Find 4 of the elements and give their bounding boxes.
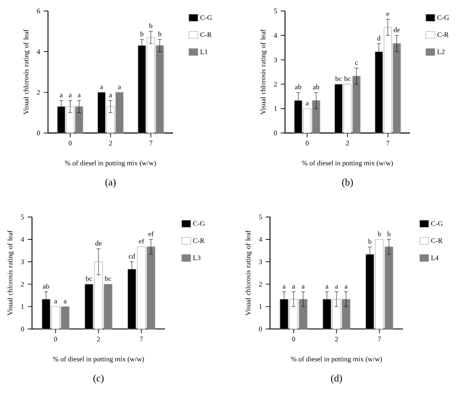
- text: (b): [342, 178, 353, 188]
- text: (c): [93, 374, 104, 384]
- text: (d): [331, 374, 342, 384]
- text: (a): [105, 178, 116, 188]
